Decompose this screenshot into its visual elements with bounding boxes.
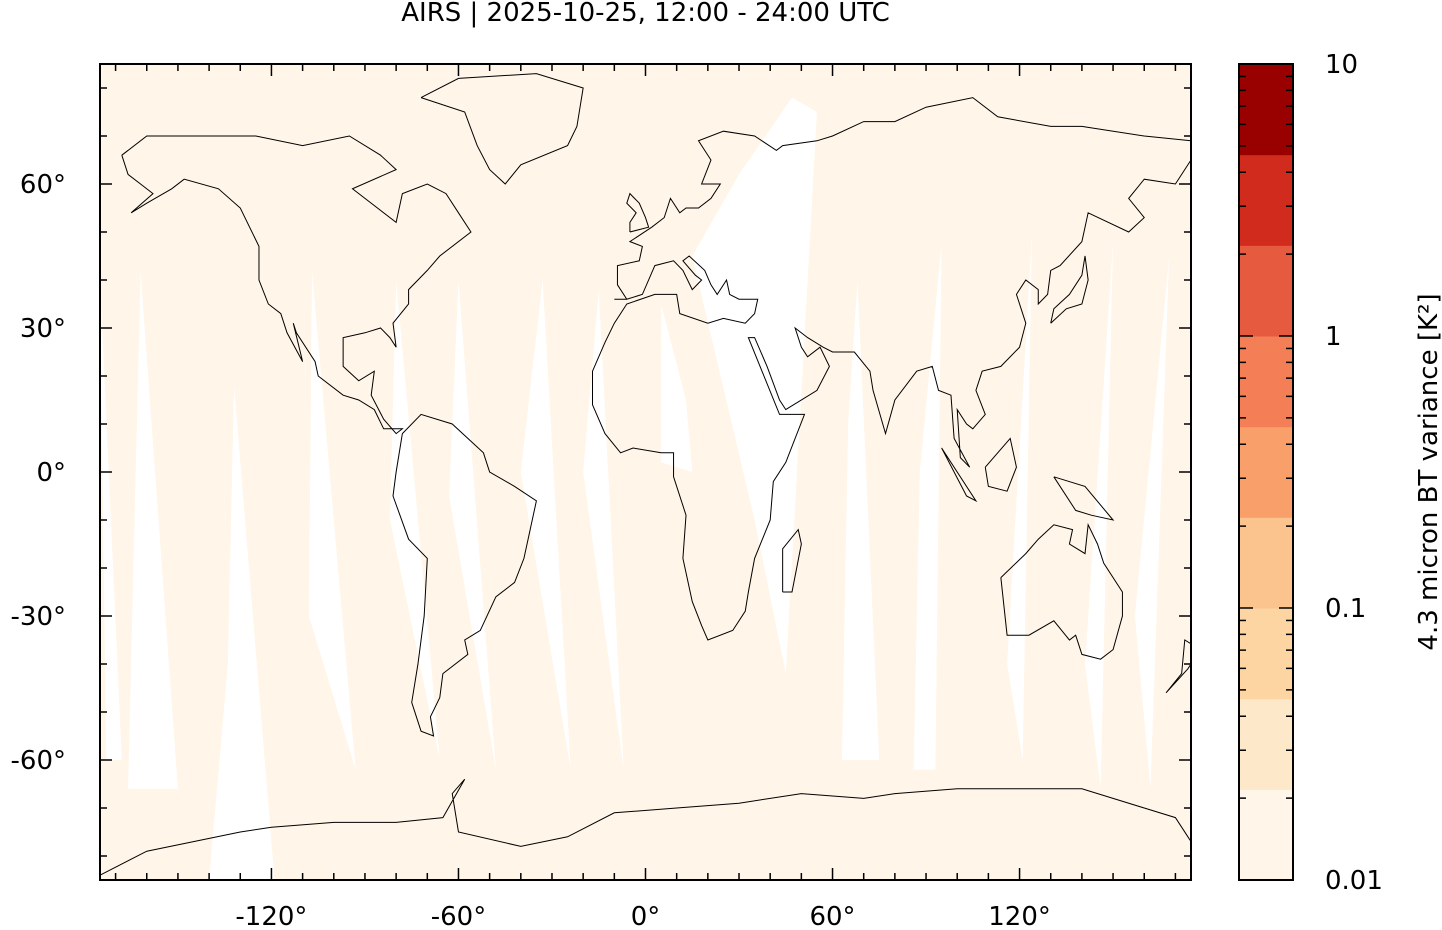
y-tick-label: -60°: [11, 746, 66, 776]
x-tick-label: -120°: [235, 902, 307, 930]
map-title: AIRS | 2025-10-25, 12:00 - 24:00 UTC: [401, 0, 890, 28]
y-tick-label: 60°: [20, 170, 66, 200]
coastline-south-america: [392, 413, 537, 737]
colorbar-label: 4.3 micron BT variance [K²]: [1414, 293, 1442, 650]
data-gap: [661, 304, 693, 472]
x-tick-label: 120°: [988, 902, 1051, 930]
colorbar-tick-label: 0.01: [1325, 866, 1383, 896]
x-tick-label: 0°: [631, 902, 661, 930]
colorbar-tick-label: 10: [1325, 50, 1358, 80]
data-gap: [841, 280, 880, 760]
colorbar-band: [1239, 245, 1293, 337]
data-gap: [1085, 241, 1114, 789]
map-axes: -120° -60° 0° 60° 120° 60° 30° 0° -30° -60°: [11, 64, 1191, 930]
coastline-sumatra: [941, 447, 978, 503]
data-gap: [100, 280, 122, 760]
colorbar-tick-label: 0.1: [1325, 594, 1366, 624]
data-gap: [209, 385, 275, 880]
coastline-borneo-indonesia: [984, 437, 1017, 492]
map-area: [99, 63, 1192, 881]
data-gap: [1134, 256, 1170, 789]
data-gap: [520, 280, 571, 770]
data-gap: [308, 270, 356, 770]
colorbar-frame: [1238, 63, 1294, 881]
colorbar-band: [1239, 336, 1293, 428]
data-gap: [692, 97, 817, 674]
coastline-japan: [1050, 255, 1089, 324]
coastline-eurasia-africa: [592, 97, 1191, 641]
data-gap: [389, 280, 440, 760]
coastline-antarctica: [100, 778, 1191, 876]
x-tick-label: 60°: [809, 902, 855, 930]
data-gap: [449, 280, 496, 770]
coastline-great-britain: [626, 192, 650, 233]
colorbar-band: [1239, 698, 1293, 790]
data-gap: [1007, 232, 1033, 760]
y-tick-label: 30°: [20, 314, 66, 344]
colorbar-band: [1239, 64, 1293, 156]
data-gap: [583, 289, 624, 770]
coastline-madagascar: [782, 528, 802, 593]
coastline-north-america: [121, 135, 472, 435]
coastline-greenland: [420, 73, 584, 185]
data-coverage-background: [100, 64, 1191, 880]
y-tick-label: -30°: [11, 602, 66, 632]
colorbar-band: [1239, 517, 1293, 609]
colorbar: 10 1 0.1 0.01: [1238, 50, 1383, 896]
y-tick-label: 0°: [36, 458, 66, 488]
colorbar-band: [1239, 608, 1293, 700]
data-gap: [128, 270, 178, 789]
colorbar-tick-label: 1: [1325, 322, 1342, 352]
coastline-new-zealand: [1165, 639, 1191, 694]
colorbar-band: [1239, 154, 1293, 246]
colorbar-band: [1239, 789, 1293, 881]
coastline-new-guinea: [1053, 476, 1115, 521]
x-tick-label: -60°: [431, 902, 486, 930]
coastline-australia: [1000, 523, 1123, 660]
colorbar-band: [1239, 426, 1293, 518]
